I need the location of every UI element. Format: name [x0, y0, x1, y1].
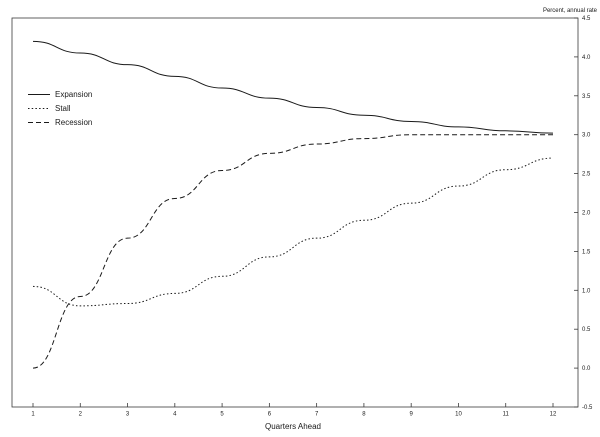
axis-labels: Percent, annual rate Quarters Ahead — [265, 8, 598, 431]
y-tick-label: 2.0 — [582, 211, 591, 217]
y-tick-label: 1.0 — [582, 288, 591, 294]
y-tick-label: 4.5 — [582, 16, 591, 22]
y-tick-label: 2.5 — [582, 172, 591, 178]
y-tick-label: 3.5 — [582, 94, 591, 100]
x-tick-label: 5 — [220, 412, 224, 418]
y-tick-label: 1.5 — [582, 249, 591, 255]
x-tick-label: 3 — [126, 412, 130, 418]
x-tick-label: 11 — [503, 412, 510, 418]
axis-ticks: 1 2 3 4 5 6 7 8 9 10 11 12-0.50.00.51.01.52.02.53.0… — [31, 16, 593, 418]
y-tick-label: 3.0 — [582, 133, 591, 139]
x-tick-label: 2 — [79, 412, 83, 418]
legend-label-expansion: Expansion — [55, 90, 92, 99]
y-axis-unit-label: Percent, annual rate — [543, 8, 598, 14]
x-tick-label: 6 — [268, 412, 272, 418]
x-tick-label: 7 — [315, 412, 319, 418]
x-tick-label: 8 — [362, 412, 366, 418]
series-line-stall — [32, 157, 554, 307]
legend-label-stall: Stall — [55, 104, 71, 113]
x-tick-label: 10 — [455, 412, 462, 418]
chart-legend: Expansion Stall Recession — [28, 90, 92, 127]
x-tick-label: 1 — [31, 412, 35, 418]
x-axis-title: Quarters Ahead — [265, 422, 321, 431]
y-tick-label: 4.0 — [582, 55, 591, 61]
y-tick-label: 0.0 — [582, 366, 591, 372]
plot-border — [11, 17, 579, 408]
x-tick-label: 9 — [410, 412, 414, 418]
legend-label-recession: Recession — [55, 118, 92, 127]
chart-series — [32, 40, 554, 369]
x-tick-label: 4 — [173, 412, 177, 418]
y-tick-label: 0.5 — [582, 327, 591, 333]
series-line-expansion — [32, 40, 554, 134]
x-tick-label: 12 — [550, 412, 557, 418]
plot-frame — [11, 17, 579, 408]
series-line-recession — [32, 134, 553, 369]
y-tick-label: -0.5 — [582, 405, 593, 411]
